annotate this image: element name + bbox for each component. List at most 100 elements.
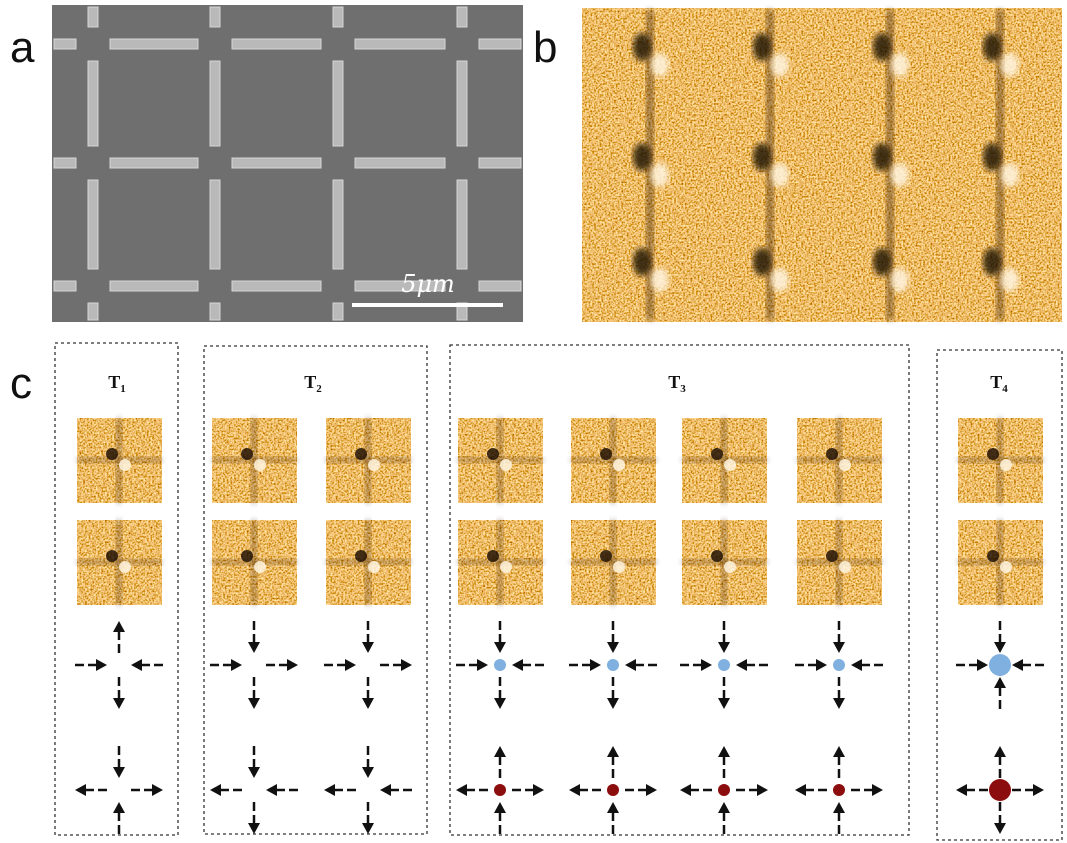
charge	[833, 784, 845, 796]
bright-spot	[651, 268, 669, 292]
arrow-head	[994, 746, 1006, 757]
dark-spot	[983, 248, 1001, 276]
arrow-head	[977, 659, 988, 671]
arrow-head	[607, 746, 619, 757]
moment-arrow	[494, 677, 506, 709]
arrow-head	[956, 784, 967, 796]
group-box	[203, 345, 428, 835]
dark-spot	[983, 143, 1001, 171]
group-box	[449, 344, 910, 836]
dark-spot	[753, 33, 771, 61]
moment-arrow	[266, 784, 298, 796]
arrow-head	[248, 767, 260, 778]
bright-spot	[254, 459, 266, 471]
charge	[718, 784, 730, 796]
tile-wall	[326, 457, 411, 463]
island	[332, 302, 344, 321]
dark-spot	[355, 550, 367, 562]
arrow-head	[607, 802, 619, 813]
moment-arrow	[362, 677, 374, 709]
arrow-head	[362, 767, 374, 778]
moment-arrow	[833, 621, 845, 653]
arrow-head	[833, 642, 845, 653]
arrow-head	[266, 784, 277, 796]
tile-wall	[571, 457, 656, 463]
moment-arrow	[494, 746, 506, 778]
domain-wall	[766, 10, 774, 320]
moment-arrow	[248, 621, 260, 653]
arrow-head	[362, 823, 374, 834]
moment-arrow	[795, 784, 827, 796]
island	[53, 157, 77, 169]
arrow-head	[494, 802, 506, 813]
moment-arrow	[833, 746, 845, 778]
bright-spot	[651, 53, 669, 77]
moment-arrow	[851, 784, 883, 796]
island	[87, 60, 99, 147]
bright-spot	[1001, 163, 1019, 187]
dark-spot	[106, 550, 118, 562]
dark-spot	[711, 550, 723, 562]
arrow-head	[113, 767, 125, 778]
arrow-head	[345, 659, 356, 671]
moment-arrow	[362, 746, 374, 778]
island	[53, 38, 77, 50]
tile-wall	[77, 559, 162, 565]
sem-islands	[53, 6, 522, 321]
tile-wall	[958, 457, 1043, 463]
island	[456, 179, 468, 270]
dark-spot	[826, 550, 838, 562]
dark-spot	[487, 448, 499, 460]
bright-spot	[1000, 561, 1012, 573]
dark-spot	[633, 248, 651, 276]
moment-arrow	[680, 784, 712, 796]
group-box	[936, 349, 1063, 841]
arrow-head	[152, 784, 163, 796]
bright-spot	[500, 459, 512, 471]
dark-spot	[987, 550, 999, 562]
dark-spot	[633, 143, 651, 171]
group-box	[54, 342, 179, 836]
moment-arrow	[494, 802, 506, 834]
dark-spot	[873, 248, 891, 276]
tile-wall	[212, 457, 297, 463]
moment-arrow	[994, 802, 1006, 834]
bright-spot	[613, 459, 625, 471]
island	[332, 60, 344, 147]
arrow-head	[718, 746, 730, 757]
moment-arrow	[1012, 784, 1044, 796]
dark-spot	[873, 33, 891, 61]
moment-arrow	[795, 659, 827, 671]
moment-arrow	[113, 677, 125, 709]
moment-arrow	[718, 802, 730, 834]
arrow-head	[380, 784, 391, 796]
moment-arrow	[718, 746, 730, 778]
moment-arrow	[680, 659, 712, 671]
moment-arrow	[456, 784, 488, 796]
moment-arrow	[607, 677, 619, 709]
moment-arrow	[380, 659, 412, 671]
island	[109, 38, 199, 50]
arrow-head	[757, 784, 768, 796]
moment-arrow	[380, 784, 412, 796]
moment-arrow	[607, 802, 619, 834]
island	[354, 38, 446, 50]
dark-spot	[600, 550, 612, 562]
island	[209, 6, 221, 28]
moment-arrow	[131, 659, 163, 671]
bright-spot	[1001, 268, 1019, 292]
arrow-head	[210, 784, 221, 796]
dark-spot	[711, 448, 723, 460]
arrow-head	[456, 784, 467, 796]
moment-arrow	[994, 621, 1006, 653]
arrow-head	[96, 659, 107, 671]
dark-spot	[106, 448, 118, 460]
vertex-tiles	[75, 418, 1044, 834]
bright-spot	[891, 163, 909, 187]
dark-spot	[987, 448, 999, 460]
moment-arrow	[210, 659, 242, 671]
dark-spot	[241, 448, 253, 460]
arrow-head	[718, 802, 730, 813]
moment-arrow	[113, 746, 125, 778]
bright-spot	[613, 561, 625, 573]
